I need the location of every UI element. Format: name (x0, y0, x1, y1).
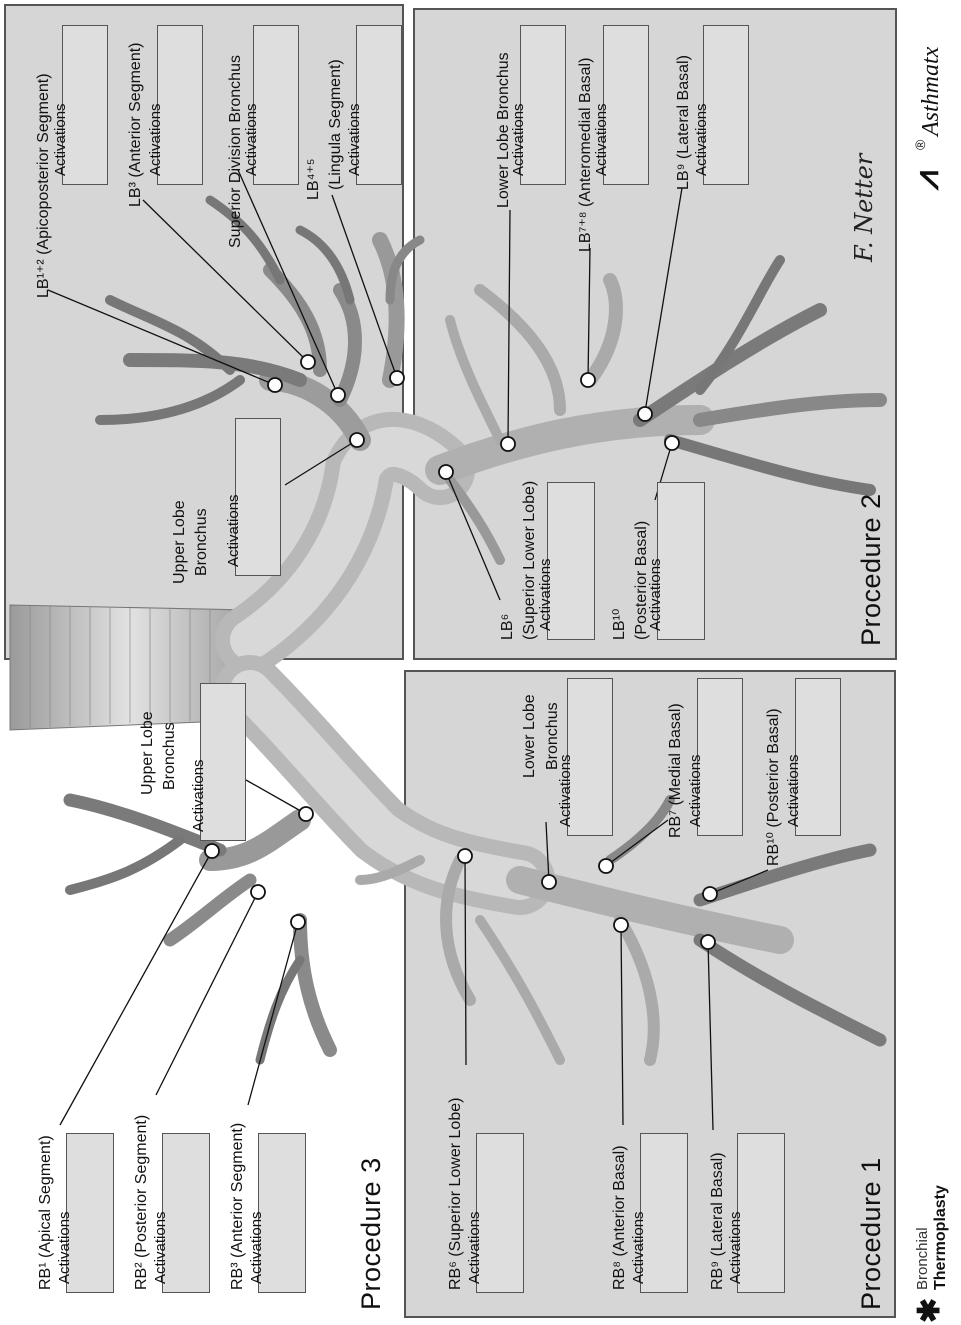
activations-box-rb9[interactable]: Activations (727, 1133, 785, 1293)
brand-right: Asthmatx (918, 46, 944, 136)
activations-box-rb2[interactable]: Activations (152, 1133, 210, 1293)
label-rb10: RB¹⁰ (Posterior Basal) (765, 708, 782, 866)
activations-box-lb12[interactable]: Activations (52, 25, 108, 185)
activations-box-rb8[interactable]: Activations (630, 1133, 688, 1293)
activations-box-lb45[interactable]: Activations (346, 25, 402, 185)
activations-box-rb6[interactable]: Activations (466, 1133, 524, 1293)
label-rb7: RB⁷ (Medial Basal) (667, 703, 684, 838)
activations-box-lb6[interactable]: Activations (537, 482, 595, 640)
activations-box-rb1[interactable]: Activations (56, 1133, 114, 1293)
activations-box-lb10[interactable]: Activations (647, 482, 705, 640)
label-lb9: LB⁹ (Lateral Basal) (675, 55, 692, 190)
label-lower-lobe-right-a: Lower Lobe (521, 694, 538, 778)
label-rb3: RB³ (Anterior Segment) (229, 1122, 246, 1290)
activations-box-upper-lobe-left[interactable]: Activations (225, 418, 281, 576)
leader-lines (47, 169, 769, 1131)
left-main-bronchus (95, 195, 887, 675)
label-lower-lobe-right-b: Bronchus (544, 702, 561, 770)
asthmatx-logo-icon: ⩘ (908, 170, 946, 190)
artist-signature: F. Netter (850, 153, 878, 262)
right-main-bronchus (63, 655, 887, 1066)
activations-box-lower-lobe-right[interactable]: Activations (557, 678, 613, 836)
label-upper-lobe-left-a: Upper Lobe (171, 500, 188, 584)
activations-box-lower-lobe-left[interactable]: Activations (510, 25, 566, 185)
label-lb3: LB³ (Anterior Segment) (127, 42, 144, 207)
activations-box-lb9[interactable]: Activations (693, 25, 749, 185)
trachea (9, 604, 251, 731)
procedure3-title: Procedure 3 (356, 1157, 386, 1310)
label-upper-lobe-right-a: Upper Lobe (139, 711, 156, 795)
label-rb2: RB² (Posterior Segment) (133, 1114, 150, 1290)
label-rb8: RB⁸ (Anterior Basal) (611, 1145, 628, 1290)
activations-box-rb10[interactable]: Activations (785, 678, 841, 836)
brand-left-b: Thermoplasty (932, 1185, 949, 1290)
label-lb45-b: (Lingula Segment) (327, 59, 344, 190)
label-lb78: LB⁷⁺⁸ (Anteromedial Basal) (577, 57, 594, 252)
activations-box-lb78[interactable]: Activations (593, 25, 649, 185)
label-lb6-a: LB⁶ (499, 613, 516, 640)
label-lb12: LB¹⁺² (Apicoposterior Segment) (35, 73, 52, 298)
activations-box-rb7[interactable]: Activations (687, 678, 743, 836)
label-lb10-a: LB¹⁰ (611, 608, 628, 640)
target-dots (204, 354, 718, 950)
label-rb9: RB⁹ (Lateral Basal) (709, 1152, 726, 1290)
activations-box-lb3[interactable]: Activations (147, 25, 203, 185)
asterisk-icon: ✱ (913, 1297, 946, 1323)
label-lower-lobe-left: Lower Lobe Bronchus (495, 52, 512, 208)
activations-box-rb3[interactable]: Activations (248, 1133, 306, 1293)
label-superior-division: Superior Division Bronchus (227, 55, 244, 248)
label-lb6-b: (Superior Lower Lobe) (521, 480, 538, 640)
label-upper-lobe-left-b: Bronchus (193, 508, 210, 576)
label-lb10-b: (Posterior Basal) (633, 520, 650, 640)
procedure2-title: Procedure 2 (856, 493, 886, 646)
label-lb45-a: LB⁴⁺⁵ (305, 158, 322, 200)
activations-box-superior-division[interactable]: Activations (243, 25, 299, 185)
label-upper-lobe-right-b: Bronchus (161, 722, 178, 790)
activations-box-upper-lobe-right[interactable]: Activations (190, 683, 246, 841)
procedure1-title: Procedure 1 (856, 1157, 886, 1310)
brand-registered: ® (912, 139, 928, 150)
brand-left-a: Bronchial (914, 1227, 931, 1290)
label-rb6: RB⁶ (Superior Lower Lobe) (447, 1097, 464, 1290)
label-rb1: RB¹ (Apical Segment) (37, 1135, 54, 1290)
